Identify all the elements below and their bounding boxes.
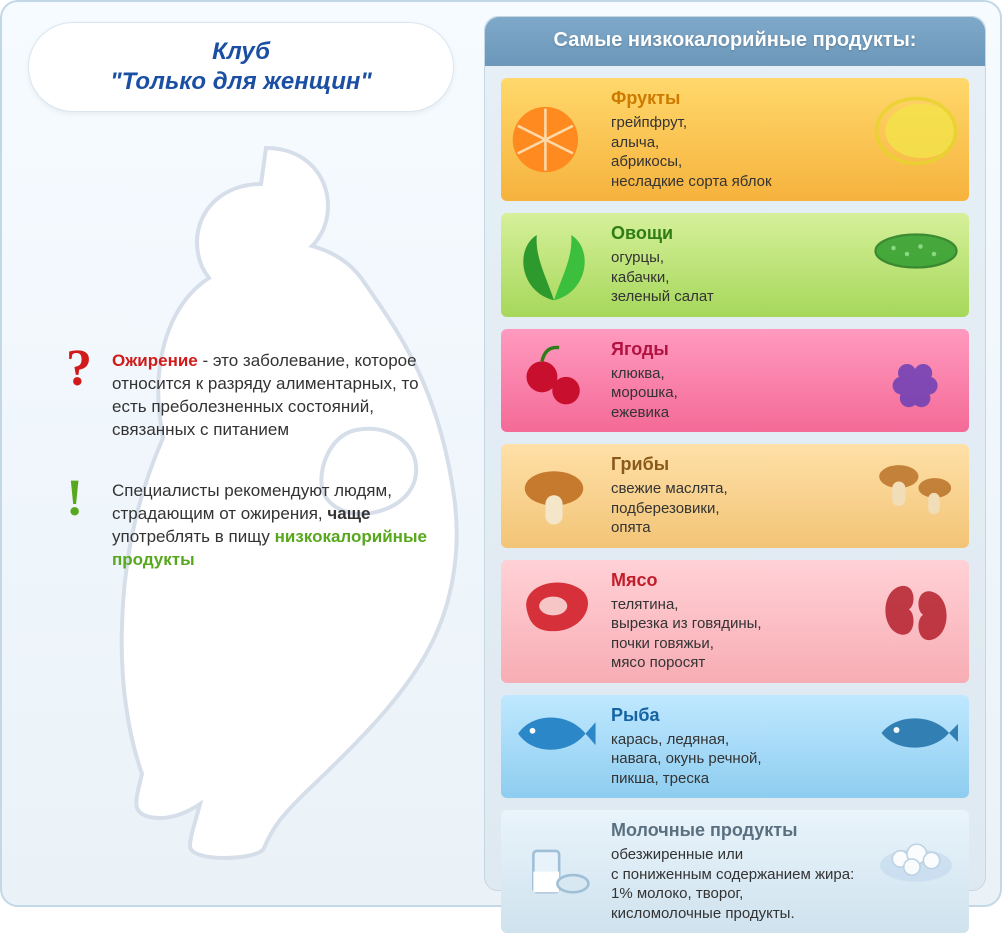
cranberry-icon: [511, 339, 597, 417]
food-card-orange: Фруктыгрейпфрут, алыча, абрикосы, неслад…: [501, 78, 969, 201]
info-reco-bold: чаще: [327, 504, 370, 523]
food-card-cranberry: Ягодыклюква, морошка, ежевика: [501, 329, 969, 433]
infographic-canvas: Клуб "Только для женщин" ? Ожирение - эт…: [0, 0, 1002, 907]
steak-icon: [511, 570, 597, 648]
food-card-mushroom: Грибысвежие маслята, подберезовики, опят…: [501, 444, 969, 548]
food-card-lettuce: Овощиогурцы, кабачки, зеленый салат: [501, 213, 969, 317]
blackberry-icon: [871, 337, 961, 419]
food-card-steak: Мясотелятина, вырезка из говядины, почки…: [501, 560, 969, 683]
info-obesity-highlight: Ожирение: [112, 351, 198, 370]
lemon-icon: [871, 86, 961, 168]
exclamation-mark-icon: !: [66, 476, 83, 523]
question-mark-icon: ?: [66, 346, 92, 393]
info-blocks: ? Ожирение - это заболевание, которое от…: [72, 350, 432, 610]
mushrooms-icon: [871, 452, 961, 534]
fish2-icon: [871, 703, 961, 785]
food-cards-list: Фруктыгрейпфрут, алыча, абрикосы, неслад…: [501, 78, 969, 933]
food-card-milk: Молочные продуктыобезжиренные или с пони…: [501, 810, 969, 933]
kidneys-icon: [871, 568, 961, 650]
lettuce-icon: [511, 223, 597, 301]
info-obesity: ? Ожирение - это заболевание, которое от…: [72, 350, 432, 442]
cucumber-icon: [871, 221, 961, 303]
orange-icon: [511, 88, 597, 166]
title-pill: Клуб "Только для женщин": [28, 22, 454, 112]
title-line-2: "Только для женщин": [55, 67, 427, 97]
left-column: Клуб "Только для женщин" ? Ожирение - эт…: [16, 16, 466, 891]
right-panel: Самые низкокалорийные продукты: Фруктыгр…: [484, 16, 986, 891]
silhouette-area: ? Ожирение - это заболевание, которое от…: [16, 130, 466, 891]
curd-icon: [871, 818, 961, 900]
info-reco-mid: употреблять в пищу: [112, 527, 275, 546]
title-line-1: Клуб: [55, 37, 427, 67]
mushroom-icon: [511, 454, 597, 532]
fish-icon: [511, 705, 597, 783]
info-recommendation: ! Специалисты рекомендуют людям, страдаю…: [72, 480, 432, 572]
right-panel-heading: Самые низкокалорийные продукты:: [485, 17, 985, 66]
food-card-fish: Рыбакарась, ледяная, навага, окунь речно…: [501, 695, 969, 799]
milk-icon: [511, 820, 597, 898]
